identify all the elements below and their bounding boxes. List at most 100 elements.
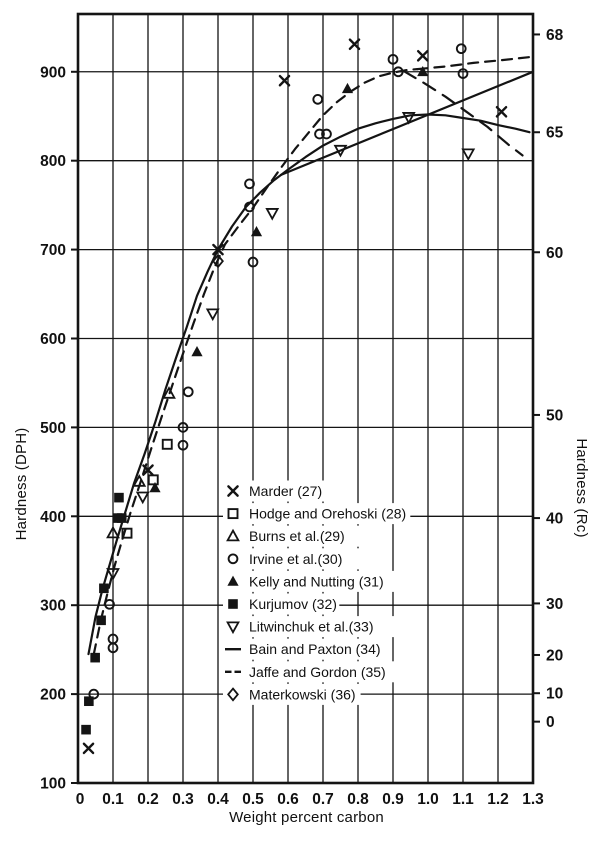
data-point xyxy=(84,696,94,707)
data-point xyxy=(99,583,109,594)
legend-row-backdrop xyxy=(223,638,389,660)
y-tick-label-right: 65 xyxy=(546,125,564,142)
y-tick-label-left: 400 xyxy=(40,509,66,526)
y-tick-label-left: 600 xyxy=(40,331,66,348)
x-tick-label: 0.9 xyxy=(382,791,404,808)
legend-label: Marder (27) xyxy=(249,483,322,499)
data-point xyxy=(106,525,120,539)
axis-titles: Weight percent carbon Hardness (DPH) Hardn… xyxy=(13,428,590,826)
data-point xyxy=(265,208,280,221)
axis-ticks xyxy=(71,33,540,784)
diamond-legend-icon xyxy=(227,687,239,702)
x-tick-label: 0.1 xyxy=(102,791,124,808)
data-point xyxy=(104,598,115,610)
curve-branch xyxy=(279,70,535,176)
legend-item-4: Kelly and Nutting (31) xyxy=(223,570,404,592)
data-point xyxy=(244,178,255,190)
data-point xyxy=(212,243,224,256)
legend: Marder (27) Hodge and Orehoski (28) Burns … xyxy=(223,480,411,705)
legend-item-1: Hodge and Orehoski (28) xyxy=(223,503,411,525)
x-tick-label: 0.7 xyxy=(312,791,334,808)
data-point xyxy=(312,93,324,105)
data-point xyxy=(205,308,220,322)
y-tick-label-left: 100 xyxy=(40,776,66,793)
legend-item-7: Bain and Paxton (34) xyxy=(223,638,389,660)
legend-item-6: Litwinchuk et al.(33) xyxy=(223,616,397,638)
legend-label: Litwinchuk et al.(33) xyxy=(249,619,374,635)
y-tick-label-right: 10 xyxy=(546,686,563,703)
x-tick-label: 0.2 xyxy=(137,791,159,808)
legend-label: Jaffe and Gordon (35) xyxy=(249,664,386,680)
y-tick-label-right: 30 xyxy=(546,596,563,613)
data-point xyxy=(348,38,361,51)
legend-row-backdrop xyxy=(223,525,361,547)
data-point xyxy=(244,201,255,213)
data-point xyxy=(461,148,476,162)
x-tick-label: 0.6 xyxy=(277,791,299,808)
legend-row-backdrop xyxy=(223,570,404,592)
triangle-legend-icon xyxy=(226,528,240,542)
x-tick-label: 1.1 xyxy=(452,791,474,808)
data-point xyxy=(333,144,348,158)
series-hodge-and-orehoski-28- xyxy=(121,438,173,539)
y-axis-labels-left: 100 200 300 400 500 600 700 800 900 xyxy=(40,64,66,792)
legend-item-9: Materkowski (36) xyxy=(223,683,361,705)
x-tick-label: 0.8 xyxy=(347,791,369,808)
legend-item-3: Irvine et al.(30) xyxy=(223,548,368,570)
x-tick-label: 0.3 xyxy=(172,791,194,808)
data-point xyxy=(149,482,161,493)
square-legend-icon xyxy=(228,599,238,609)
series-kurjumov-32- xyxy=(81,492,127,735)
data-point xyxy=(81,724,91,735)
data-point xyxy=(182,386,194,398)
x-axis-title: Weight percent carbon xyxy=(229,809,384,826)
y-axis-title-right: Hardness (Rc) xyxy=(573,438,590,537)
data-point xyxy=(132,474,147,487)
legend-label: Kelly and Nutting (31) xyxy=(249,573,384,589)
data-point xyxy=(191,346,203,357)
data-point xyxy=(341,82,354,94)
x-tick-label: 1.2 xyxy=(487,791,509,808)
data-point xyxy=(417,65,429,77)
data-point xyxy=(142,464,154,476)
data-point xyxy=(82,742,95,755)
data-point xyxy=(387,53,399,65)
data-point xyxy=(177,439,189,451)
data-point xyxy=(278,74,291,87)
legend-row-backdrop xyxy=(223,593,340,615)
triangle-down-legend-icon xyxy=(226,621,240,635)
legend-label: Hodge and Orehoski (28) xyxy=(249,506,406,522)
data-point xyxy=(162,386,176,399)
plot-frame xyxy=(76,12,535,785)
y-tick-label-right: 50 xyxy=(546,407,563,424)
data-point xyxy=(114,492,124,503)
series-materkowski-36- xyxy=(212,253,224,269)
legend-row-backdrop xyxy=(223,661,397,683)
curve-branch xyxy=(87,113,531,656)
data-point xyxy=(321,128,332,140)
legend-label: Materkowski (36) xyxy=(249,686,356,702)
series-litwinchuk-et-al-33- xyxy=(106,112,476,581)
legend-item-0: Marder (27) xyxy=(223,480,326,502)
y-tick-label-left: 500 xyxy=(40,420,66,437)
x-tick-label: 0.4 xyxy=(207,791,229,808)
data-point xyxy=(457,68,469,79)
legend-label: Burns et al.(29) xyxy=(249,528,345,544)
x-tick-label: 1.3 xyxy=(522,791,544,808)
cross-legend-icon xyxy=(227,485,239,497)
curve-branch xyxy=(402,69,524,157)
data-point xyxy=(161,438,173,450)
curve-branch xyxy=(92,68,419,656)
data-point xyxy=(96,615,106,626)
square-legend-icon xyxy=(227,508,239,520)
data-point xyxy=(250,226,263,237)
data-point xyxy=(455,43,467,55)
data-point xyxy=(416,49,429,62)
y-tick-label-right: 68 xyxy=(546,27,564,44)
y-tick-label-right: 20 xyxy=(546,647,563,664)
data-point xyxy=(88,688,100,700)
y-tick-label-right: 40 xyxy=(546,511,563,528)
y-tick-label-left: 800 xyxy=(40,153,66,170)
x-axis-labels: 0 0.1 0.2 0.3 0.4 0.5 0.6 0.7 0.8 0.9 1.0 1.1 1.2 1.3 xyxy=(76,791,544,808)
